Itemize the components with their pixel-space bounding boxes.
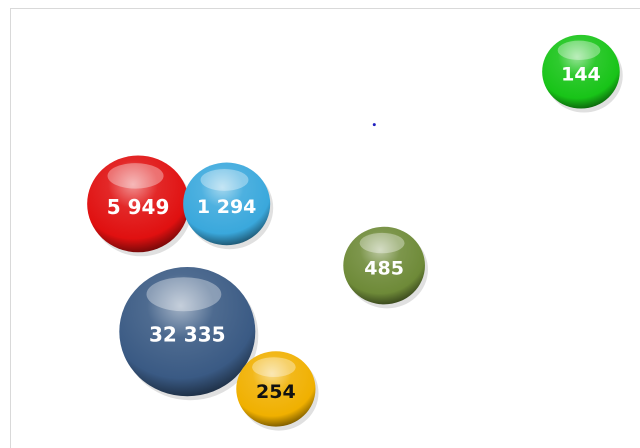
bubble-5949: [87, 155, 190, 253]
bubble-32335: [119, 267, 256, 397]
bubble-label: 485: [364, 258, 404, 280]
bubble-485: [343, 226, 425, 305]
bubble-highlight: [252, 357, 296, 378]
bubble-highlight: [146, 277, 222, 312]
bubble-chart: 5 949 1 294 32 335 254 485 144: [87, 34, 623, 431]
bubble-label: 1 294: [197, 196, 257, 218]
bubble-highlight: [200, 169, 249, 191]
bubble-highlight: [359, 232, 405, 254]
data-marker-dot: [372, 123, 376, 127]
bubble-1294: [183, 162, 271, 246]
bubble-highlight: [107, 163, 164, 189]
bubble-144: [542, 34, 620, 109]
bubble-label: 32 335: [149, 323, 226, 347]
bubble-label: 144: [561, 64, 601, 86]
bubble-254: [236, 351, 316, 427]
bubble-label: 5 949: [107, 195, 170, 219]
bubble-highlight: [557, 40, 601, 61]
bubble-label: 254: [256, 381, 296, 403]
